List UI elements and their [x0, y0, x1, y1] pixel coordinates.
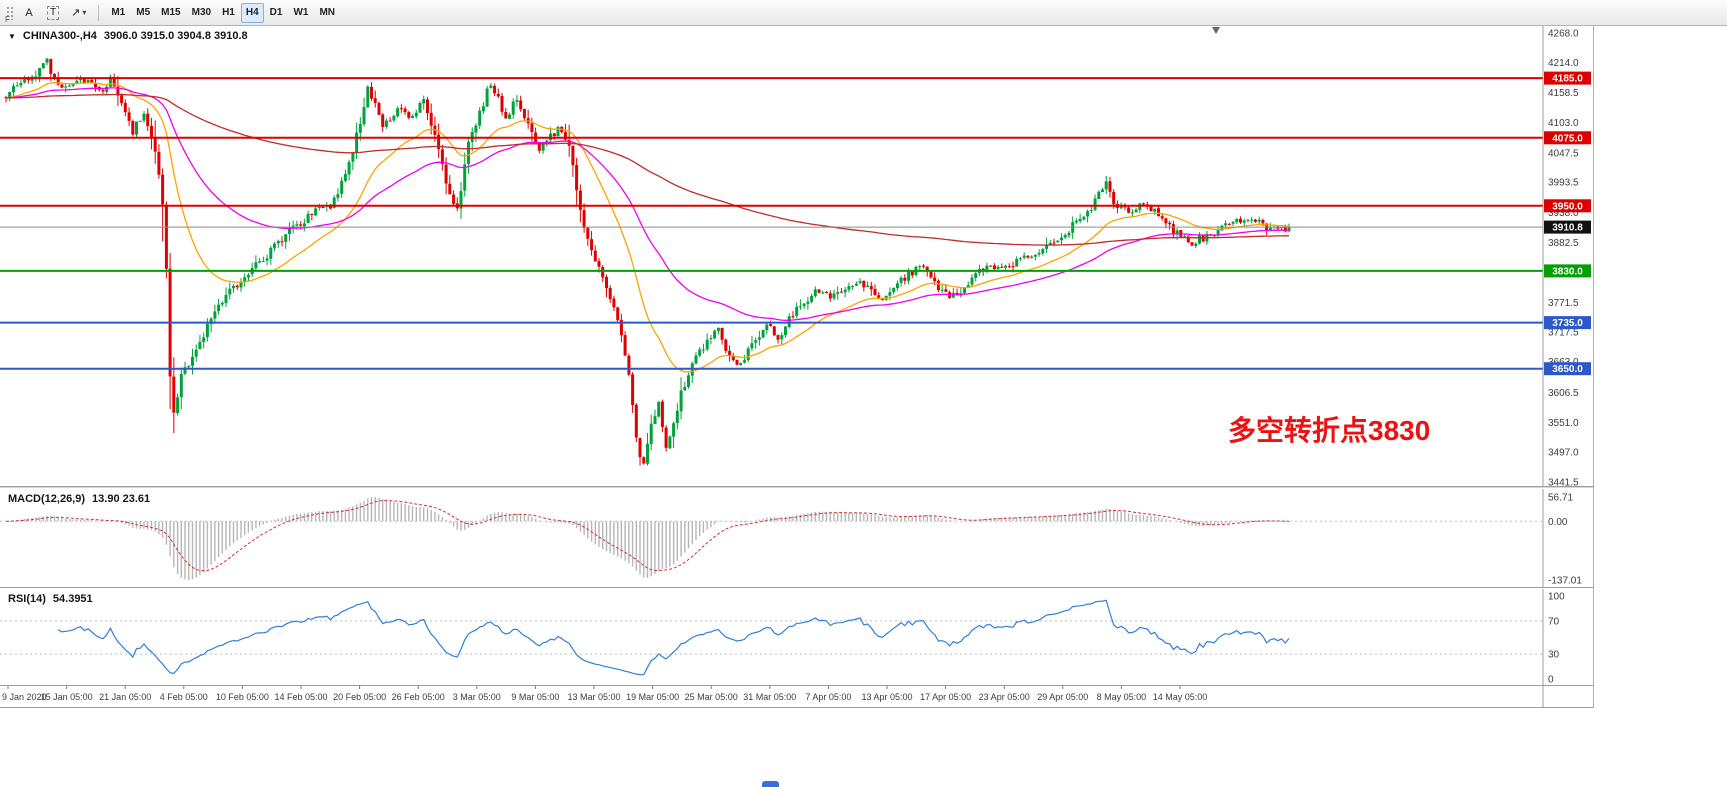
- svg-text:3551.0: 3551.0: [1548, 418, 1579, 429]
- svg-text:4 Feb 05:00: 4 Feb 05:00: [160, 692, 208, 702]
- svg-text:4047.5: 4047.5: [1548, 148, 1579, 159]
- timeframe-button-M5[interactable]: M5: [136, 7, 151, 18]
- svg-text:0.00: 0.00: [1548, 516, 1568, 527]
- svg-text:9 Mar 05:00: 9 Mar 05:00: [511, 692, 559, 702]
- svg-text:-137.01: -137.01: [1548, 575, 1582, 586]
- timeframe-button-M30[interactable]: M30: [191, 7, 212, 18]
- price-flag: [1544, 264, 1591, 278]
- toolbar-separator: [98, 4, 100, 21]
- svg-text:3 Mar 05:00: 3 Mar 05:00: [453, 692, 501, 702]
- candles-layer: [4, 57, 1291, 466]
- price-flag: [1544, 220, 1591, 234]
- svg-text:30: 30: [1548, 650, 1560, 661]
- svg-text:21 Jan 05:00: 21 Jan 05:00: [99, 692, 151, 702]
- timeframe-button-M15[interactable]: M15: [161, 7, 181, 18]
- macd-signal-line: [5, 499, 1290, 571]
- svg-text:4214.0: 4214.0: [1548, 58, 1579, 69]
- timeframe-button-W1[interactable]: W1: [293, 7, 309, 18]
- price-panel: 4268.0 4214.0 4158.5 4103.0 4047.5 3993.5 3938…: [0, 26, 1593, 486]
- svg-text:4075.0: 4075.0: [1552, 133, 1583, 144]
- annotate-tool-button[interactable]: A: [25, 6, 33, 19]
- taskbar-fragment: [762, 781, 779, 787]
- svg-text:3950.0: 3950.0: [1552, 201, 1583, 212]
- svg-text:13 Apr 05:00: 13 Apr 05:00: [861, 692, 912, 702]
- timeframe-button-H4[interactable]: H4: [240, 2, 264, 23]
- moving-average-250: [5, 93, 1290, 246]
- timeframe-button-group: M1 M5 M15 M30 H1 H4 D1 W1 MN: [106, 2, 340, 23]
- svg-text:4185.0: 4185.0: [1552, 74, 1583, 85]
- draw-tool-dropdown[interactable]: ↗ ▾: [66, 3, 91, 23]
- time-axis[interactable]: 9 Jan 2020 15 Jan 05:00 21 Jan 05:00 4 Feb …: [0, 685, 1593, 707]
- svg-text:3830.0: 3830.0: [1552, 266, 1583, 277]
- svg-text:3497.0: 3497.0: [1548, 447, 1579, 458]
- chart-window: 4268.0 4214.0 4158.5 4103.0 4047.5 3993.5 3938…: [0, 26, 1594, 708]
- svg-text:3910.8: 3910.8: [1552, 223, 1583, 234]
- toolbar-badge: F: [5, 15, 10, 24]
- svg-text:70: 70: [1548, 616, 1560, 627]
- svg-text:4103.0: 4103.0: [1548, 118, 1579, 129]
- svg-text:3938.0: 3938.0: [1548, 208, 1579, 219]
- macd-chart-canvas[interactable]: 56.71 0.00 -137.01: [0, 488, 1594, 587]
- svg-text:8 May 05:00: 8 May 05:00: [1097, 692, 1147, 702]
- moving-average-60: [5, 87, 1290, 321]
- svg-text:3650.0: 3650.0: [1552, 364, 1583, 375]
- timeframe-button-M1[interactable]: M1: [111, 7, 126, 18]
- svg-text:9 Jan 2020: 9 Jan 2020: [2, 692, 47, 702]
- svg-text:13 Mar 05:00: 13 Mar 05:00: [567, 692, 620, 702]
- svg-text:7 Apr 05:00: 7 Apr 05:00: [805, 692, 851, 702]
- trendline-icon: ↗: [71, 7, 81, 19]
- horizontal-levels: [0, 77, 1543, 370]
- svg-text:17 Apr 05:00: 17 Apr 05:00: [920, 692, 971, 702]
- price-flag: [1544, 131, 1591, 145]
- svg-text:3606.5: 3606.5: [1548, 388, 1579, 399]
- price-flag: [1544, 362, 1591, 376]
- svg-text:14 Feb 05:00: 14 Feb 05:00: [274, 692, 327, 702]
- svg-text:4158.5: 4158.5: [1548, 88, 1579, 99]
- svg-text:3882.5: 3882.5: [1548, 238, 1579, 249]
- price-chart-canvas[interactable]: 4268.0 4214.0 4158.5 4103.0 4047.5 3993.5 3938…: [0, 26, 1594, 486]
- price-flag: [1544, 199, 1591, 213]
- svg-text:0: 0: [1548, 675, 1554, 686]
- svg-text:23 Apr 05:00: 23 Apr 05:00: [979, 692, 1030, 702]
- rsi-panel: 100 70 30 0 RSI(14) 54.3951: [0, 589, 1593, 685]
- svg-text:3441.5: 3441.5: [1548, 478, 1579, 487]
- top-toolbar: F A T ↗ ▾ M1 M5 M15 M30 H1 H4 D1 W1 MN: [0, 0, 1727, 26]
- price-flag: [1544, 316, 1591, 330]
- svg-text:10 Feb 05:00: 10 Feb 05:00: [216, 692, 269, 702]
- moving-average-24: [5, 82, 1290, 373]
- svg-text:14 May 05:00: 14 May 05:00: [1153, 692, 1208, 702]
- chart-annotation-text[interactable]: 多空转折点3830: [1228, 415, 1431, 446]
- svg-text:3771.5: 3771.5: [1548, 298, 1579, 309]
- price-flag: [1544, 71, 1591, 85]
- panel-splitter[interactable]: [0, 486, 1593, 489]
- svg-text:20 Feb 05:00: 20 Feb 05:00: [333, 692, 386, 702]
- macd-histogram: [8, 496, 1290, 580]
- chevron-down-icon: ▾: [82, 8, 87, 17]
- svg-text:4268.0: 4268.0: [1548, 29, 1579, 40]
- panel-splitter[interactable]: [0, 586, 1593, 589]
- svg-text:100: 100: [1548, 592, 1565, 603]
- macd-panel: 56.71 0.00 -137.01 MACD(12,26,9) 13.90 23.…: [0, 488, 1594, 587]
- svg-text:15 Jan 05:00: 15 Jan 05:00: [41, 692, 93, 702]
- timeframe-button-H1[interactable]: H1: [222, 7, 235, 18]
- toolbar-grip-icon[interactable]: [5, 5, 14, 20]
- rsi-line: [57, 599, 1290, 676]
- svg-text:56.71: 56.71: [1548, 492, 1573, 503]
- svg-text:19 Mar 05:00: 19 Mar 05:00: [626, 692, 679, 702]
- rsi-chart-canvas[interactable]: 100 70 30 0: [0, 589, 1594, 685]
- svg-text:29 Apr 05:00: 29 Apr 05:00: [1037, 692, 1088, 702]
- timeframe-button-D1[interactable]: D1: [269, 7, 283, 18]
- timeframe-button-MN[interactable]: MN: [319, 7, 336, 18]
- text-tool-button[interactable]: T: [42, 3, 64, 23]
- svg-text:3717.5: 3717.5: [1548, 328, 1579, 339]
- svg-text:25 Mar 05:00: 25 Mar 05:00: [685, 692, 738, 702]
- svg-text:3993.5: 3993.5: [1548, 178, 1579, 189]
- chart-shift-marker-icon: [1212, 27, 1220, 34]
- svg-text:31 Mar 05:00: 31 Mar 05:00: [743, 692, 796, 702]
- svg-text:26 Feb 05:00: 26 Feb 05:00: [392, 692, 445, 702]
- svg-text:3735.0: 3735.0: [1552, 318, 1583, 329]
